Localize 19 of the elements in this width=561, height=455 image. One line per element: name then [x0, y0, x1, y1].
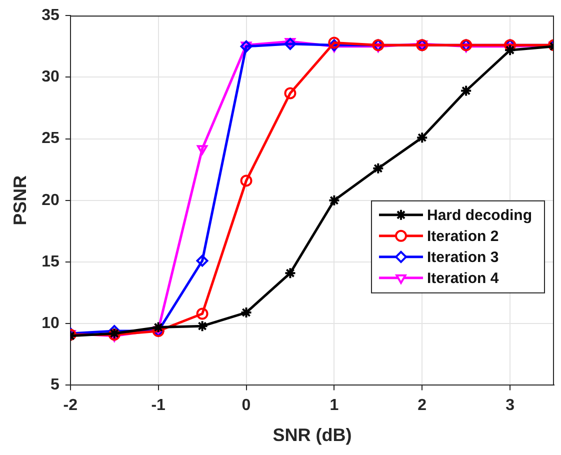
legend-label: Iteration 4	[426, 270, 500, 288]
legend-label: Hard decoding	[426, 207, 532, 224]
x-tick-label: 2	[418, 397, 427, 414]
x-tick-label: -2	[63, 397, 78, 414]
y-tick-label: 25	[42, 130, 60, 148]
x-tick-label: 3	[506, 397, 515, 414]
x-tick-label: -1	[151, 397, 166, 414]
x-axis-title: SNR (dB)	[272, 425, 352, 446]
y-tick-label: 20	[42, 192, 60, 209]
y-tick-label: 15	[42, 253, 60, 270]
y-tick-label: 30	[42, 68, 60, 86]
y-tick-label: 5	[50, 376, 60, 394]
y-axis-title: PSNR	[10, 175, 30, 226]
x-tick-label: 1	[330, 397, 339, 414]
legend-label: Iteration 2	[426, 228, 499, 246]
y-tick-label: 10	[42, 315, 60, 332]
legend-label: Iteration 3	[426, 249, 499, 266]
x-tick-label: 0	[242, 397, 251, 414]
y-tick-label: 35	[42, 7, 60, 24]
